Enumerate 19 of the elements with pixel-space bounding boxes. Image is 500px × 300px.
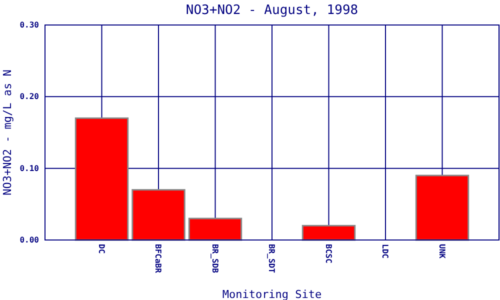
x-tick-label: UNK	[437, 244, 446, 259]
x-tick-label: DC	[96, 244, 106, 254]
y-tick-label: 0.00	[20, 236, 40, 245]
y-tick-label: 0.10	[20, 164, 40, 173]
x-tick-label: BR_SDT	[267, 244, 276, 274]
bar	[415, 174, 470, 241]
bar	[74, 117, 129, 241]
y-tick-label: 0.30	[20, 20, 40, 30]
x-tick-label: BFCaBR	[154, 244, 163, 274]
x-axis-title: Monitoring Site	[222, 288, 322, 300]
chart-title: NO3+NO2 - August, 1998	[186, 3, 358, 18]
y-tick-label: 0.20	[20, 92, 40, 102]
y-axis-title: NO3+NO2 - mg/L as N	[1, 70, 14, 196]
bar	[188, 218, 242, 241]
x-tick-label: LDC	[380, 244, 390, 259]
bar	[132, 189, 186, 241]
x-tick-label: BCSC	[324, 244, 333, 264]
x-tick-label: BR_SDB	[210, 244, 220, 274]
bar	[302, 224, 356, 241]
